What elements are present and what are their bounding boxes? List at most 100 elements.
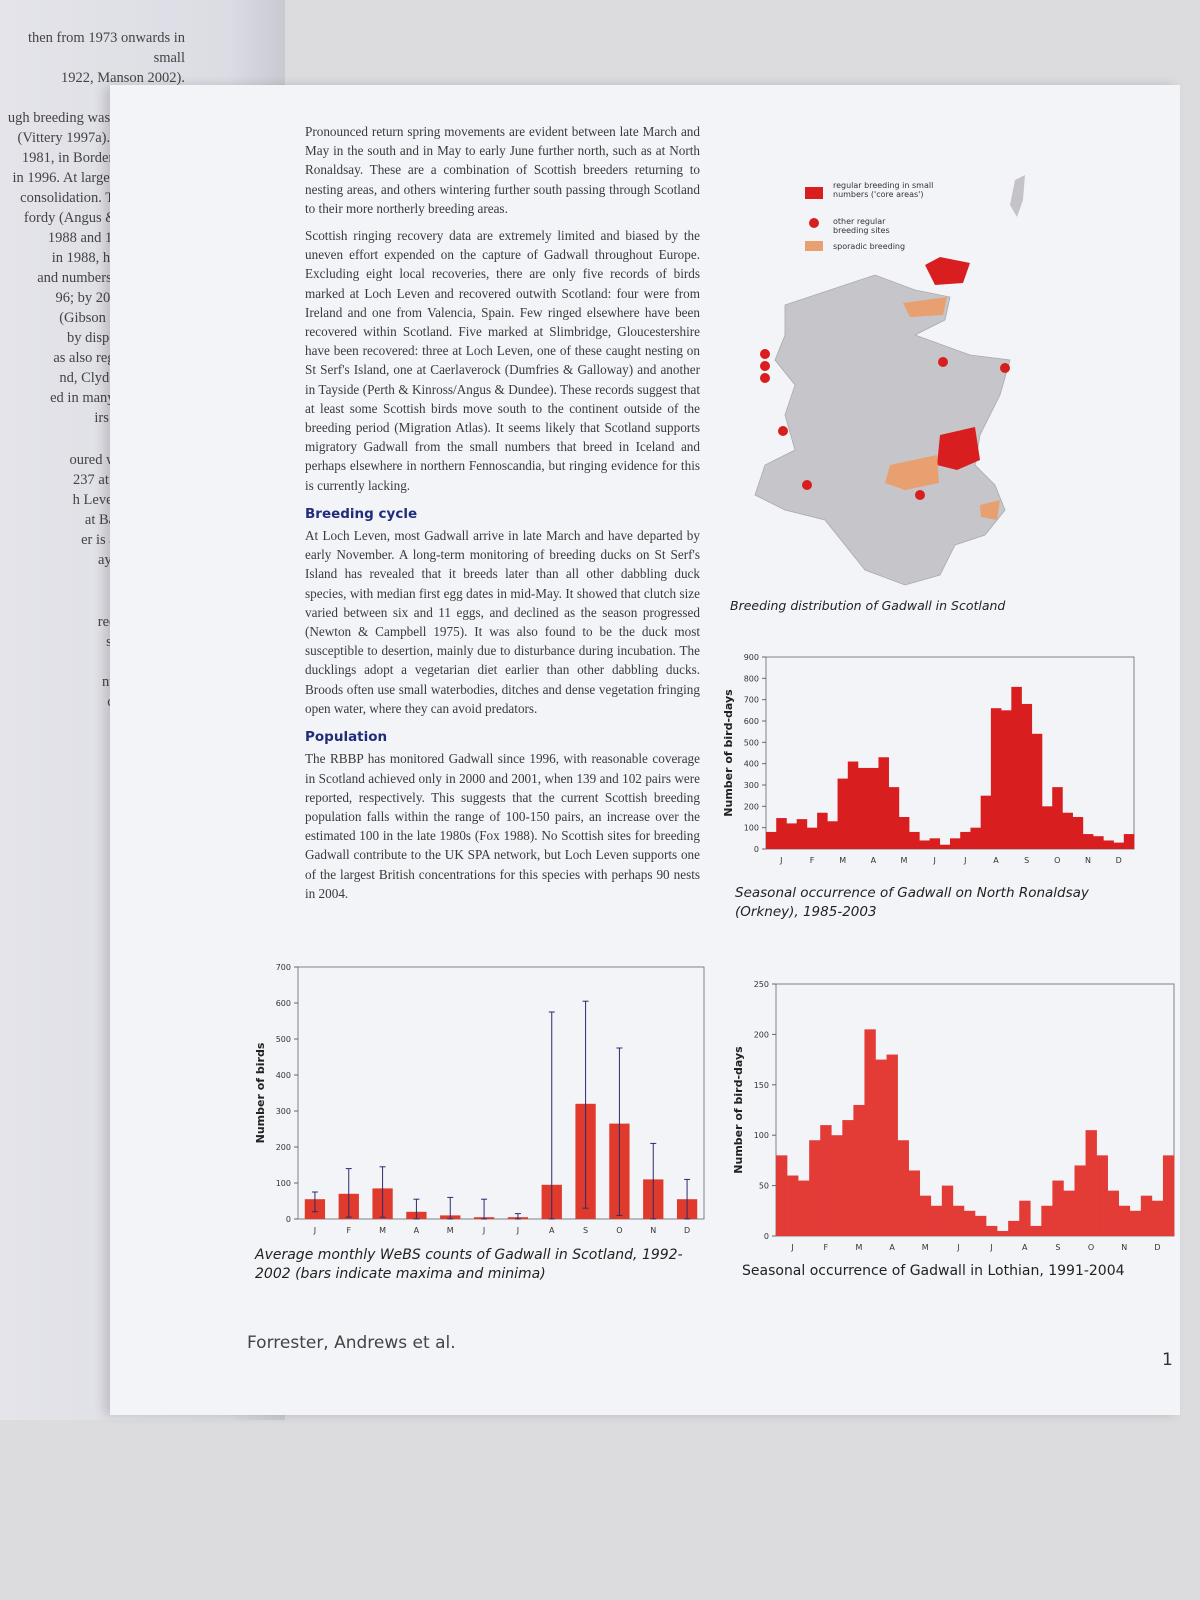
x-tick-label: M <box>447 1226 454 1235</box>
bar <box>919 840 930 849</box>
y-tick-label: 50 <box>759 1182 769 1191</box>
bar <box>820 1125 832 1236</box>
x-tick-label: J <box>956 1243 959 1252</box>
x-tick-label: S <box>1055 1243 1060 1252</box>
sporadic-area <box>980 500 1000 520</box>
bar <box>1129 1210 1142 1236</box>
bar <box>776 1155 788 1236</box>
paragraph: Scottish ringing recovery data are extre… <box>305 228 700 493</box>
legend-text: sporadic breeding <box>833 242 906 251</box>
x-tick-label: D <box>1116 856 1122 865</box>
x-tick-label: N <box>650 1226 656 1235</box>
bar <box>1008 1220 1020 1236</box>
x-tick-label: O <box>616 1226 622 1235</box>
y-tick-label: 700 <box>744 696 759 705</box>
bar <box>864 1029 876 1236</box>
bar <box>798 1180 810 1236</box>
paragraph: Pronounced return spring movements are e… <box>305 124 700 216</box>
chart: 0 50 100 150 200 250 Number of bird-days J F M A M J… <box>732 980 1175 1252</box>
y-tick-label: 300 <box>744 781 759 790</box>
bar <box>806 827 818 849</box>
page-number: 1 <box>1162 1350 1173 1370</box>
bar <box>1074 1165 1086 1236</box>
bar <box>1011 686 1022 849</box>
bar <box>1052 787 1063 849</box>
bar <box>1030 1225 1042 1236</box>
bar <box>1031 733 1043 849</box>
bar <box>1041 1205 1053 1236</box>
x-tick-label: S <box>583 1226 588 1235</box>
x-tick-label: A <box>1022 1243 1028 1252</box>
legend-text: regular breeding in small numbers ('core… <box>833 181 934 199</box>
bar <box>847 761 859 849</box>
y-tick-label: 200 <box>276 1143 291 1152</box>
orkney <box>925 257 970 285</box>
legend-entry: other regular breeding sites <box>833 217 890 235</box>
site-dot <box>802 480 812 490</box>
legend-swatch <box>805 187 823 199</box>
x-tick-label: S <box>1024 856 1029 865</box>
bar <box>786 823 797 849</box>
bar <box>963 1210 976 1236</box>
bar <box>1063 1190 1075 1236</box>
site-dot <box>938 357 948 367</box>
chart-caption: Seasonal occurrence of Gadwall in Lothia… <box>742 1263 1125 1279</box>
bar <box>929 838 941 849</box>
bar <box>960 831 971 849</box>
x-tick-label: N <box>1085 856 1091 865</box>
x-tick-label: J <box>516 1226 519 1235</box>
x-tick-label: O <box>1054 856 1060 865</box>
legend-entry: regular breeding in small numbers ('core… <box>833 181 934 199</box>
bar <box>1042 806 1053 849</box>
bar <box>766 831 777 849</box>
y-tick-label: 0 <box>764 1232 769 1241</box>
x-tick-label: M <box>922 1243 929 1252</box>
y-tick-label: 600 <box>744 717 759 726</box>
site-dot <box>760 349 770 359</box>
site-dot <box>760 373 770 383</box>
x-tick-label: M <box>379 1226 386 1235</box>
bar <box>1151 1200 1164 1236</box>
bar <box>975 1215 987 1236</box>
bar <box>858 767 869 849</box>
bar <box>886 1054 898 1236</box>
site-dot <box>778 426 788 436</box>
bar <box>1162 1155 1175 1236</box>
y-tick-label: 500 <box>276 1035 291 1044</box>
bar <box>827 821 838 849</box>
bar <box>1093 836 1104 849</box>
x-tick-label: A <box>414 1226 420 1235</box>
x-tick-label: J <box>779 856 782 865</box>
bar <box>809 1140 821 1236</box>
bar <box>1072 817 1084 849</box>
legend-entry: sporadic breeding <box>833 242 906 251</box>
bar <box>837 778 849 849</box>
y-axis-label: Number of bird-days <box>722 689 735 817</box>
bar <box>1021 703 1033 849</box>
x-tick-label: A <box>549 1226 555 1235</box>
site-dot <box>915 490 925 500</box>
bar <box>986 1225 998 1236</box>
x-tick-label: A <box>993 856 999 865</box>
x-tick-label: J <box>790 1243 793 1252</box>
y-tick-label: 0 <box>754 845 759 854</box>
bar <box>875 1059 887 1236</box>
legend-text: other regular breeding sites <box>833 217 890 235</box>
bar <box>868 767 879 849</box>
bar <box>1085 1130 1097 1236</box>
bar <box>853 1104 865 1236</box>
chart: 0 100 200 300 400 500 600 700 Number of birds J F M… <box>254 963 705 1235</box>
x-tick-label: F <box>823 1243 828 1252</box>
chart: 0 100 200 300 400 500 600 700 800 900 Number of bi… <box>722 653 1135 865</box>
bar <box>831 1135 843 1236</box>
y-tick-label: 600 <box>276 999 291 1008</box>
x-tick-label: F <box>346 1226 351 1235</box>
bar <box>787 1175 799 1236</box>
x-tick-label: M <box>855 1243 862 1252</box>
bar <box>1001 710 1012 849</box>
chart-caption: Seasonal occurrence of Gadwall on North … <box>735 885 1089 920</box>
bar <box>898 817 910 849</box>
y-tick-label: 700 <box>276 963 291 972</box>
y-tick-label: 900 <box>744 653 759 662</box>
y-tick-label: 200 <box>754 1030 769 1039</box>
